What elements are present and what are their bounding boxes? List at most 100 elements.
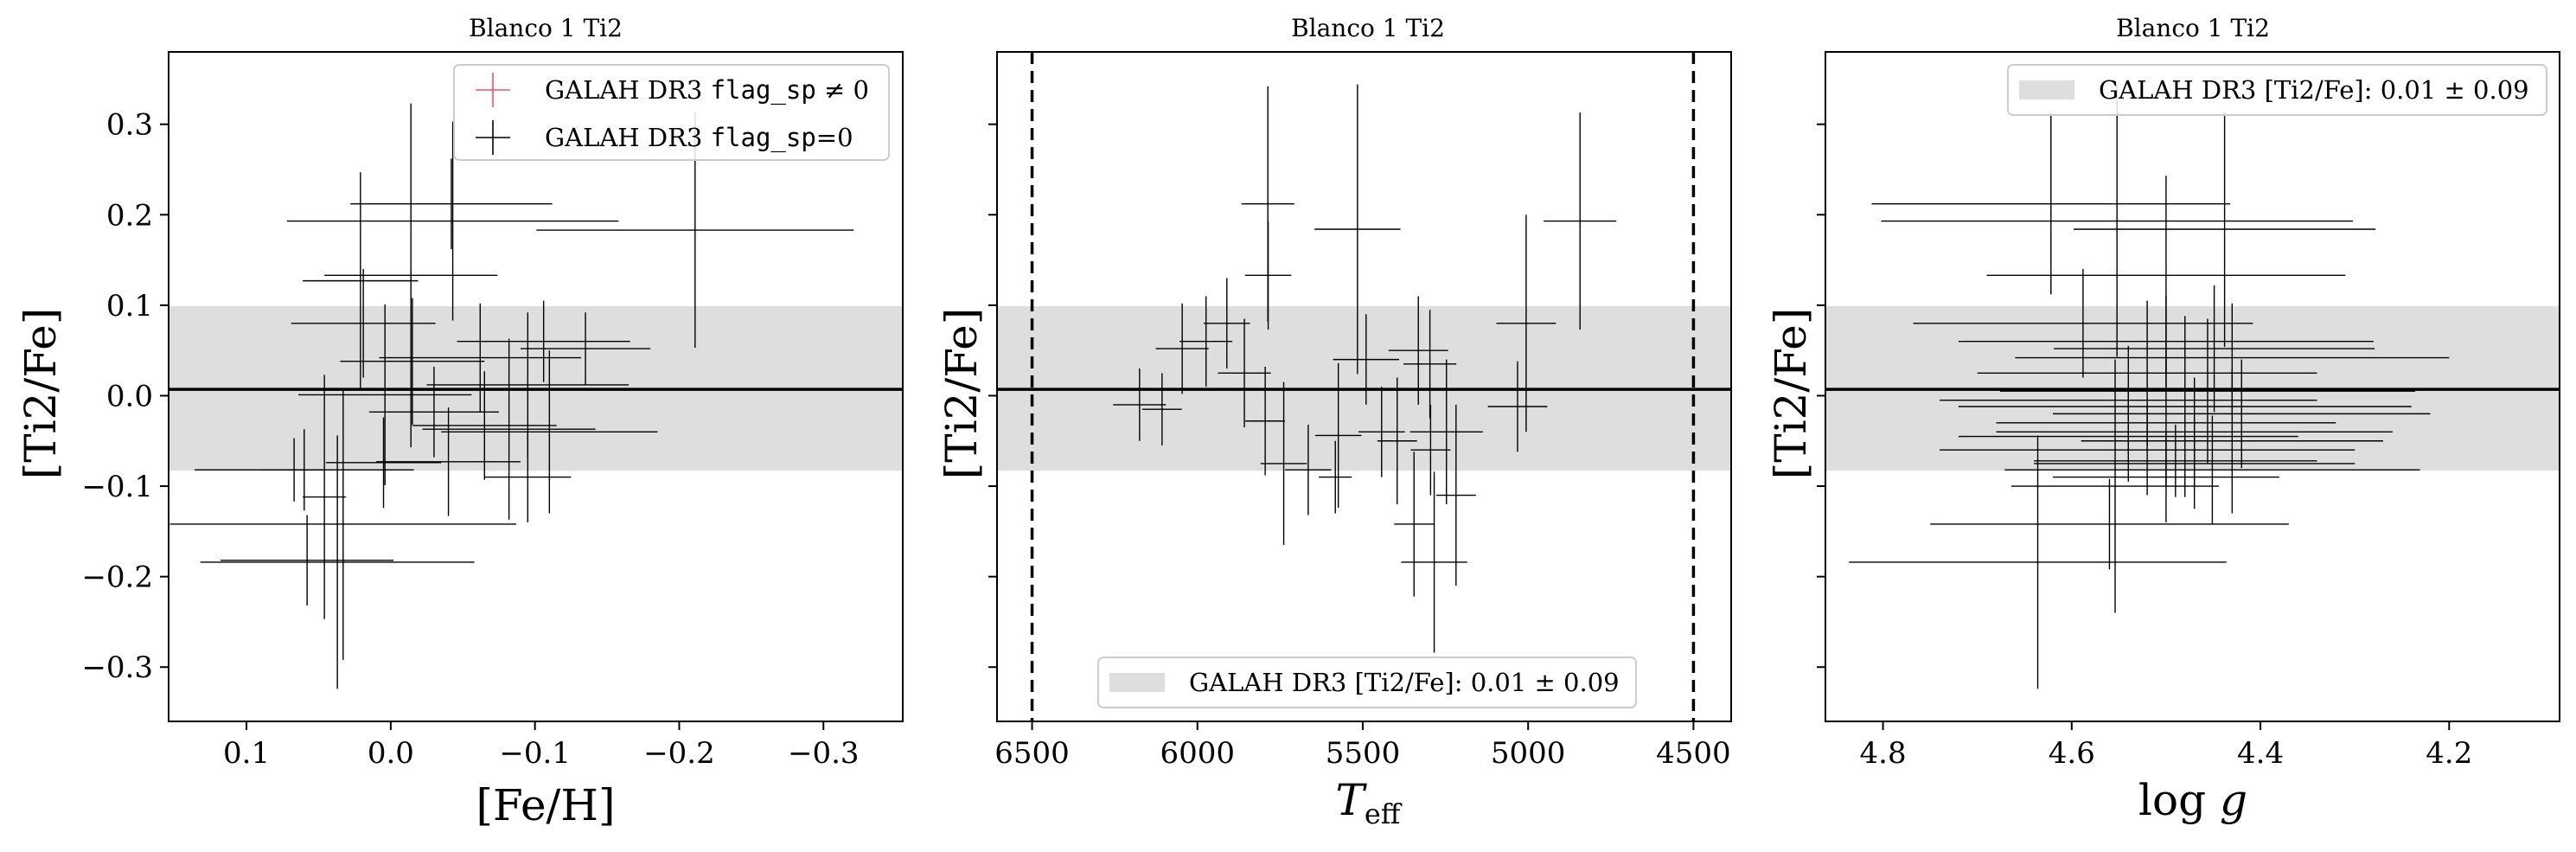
x-tick-label: 4.2	[2426, 736, 2472, 771]
y-tick-label: −0.3	[81, 650, 153, 685]
y-axis-label: [Ti2/Fe]	[1766, 308, 1816, 480]
data-point	[169, 388, 516, 660]
y-tick-label: 0.0	[106, 379, 153, 413]
x-tick-label: 5500	[1326, 736, 1401, 771]
x-tick-label: −0.1	[499, 736, 571, 771]
data-point	[1999, 318, 2416, 464]
data-point	[340, 298, 485, 425]
data-point	[1930, 478, 2289, 570]
y-axis-label: [Ti2/Fe]	[16, 308, 66, 480]
data-point	[1394, 452, 1435, 597]
data-point	[221, 515, 394, 606]
data-point	[1958, 391, 2298, 482]
legend: GALAH DR3 [Ti2/Fe]: 0.01 ± 0.09	[2007, 64, 2547, 116]
data-point	[1179, 296, 1233, 387]
legend-marker-cross	[476, 73, 510, 107]
data-point	[286, 121, 619, 321]
data-point	[1260, 381, 1307, 546]
data-point	[1409, 359, 1483, 504]
plot-area	[169, 103, 903, 689]
data-point	[1435, 404, 1476, 586]
panel-title: Blanco 1 Ti2	[1291, 14, 1445, 42]
x-axis-label: [Fe/H]	[476, 780, 615, 830]
legend-label: GALAH DR3 flag_sp=0	[545, 123, 853, 153]
data-point	[1141, 373, 1182, 445]
x-tick-label: −0.3	[788, 736, 860, 771]
data-point	[520, 312, 651, 385]
data-point	[1881, 85, 2354, 357]
panel-title: Blanco 1 Ti2	[2116, 14, 2270, 42]
plot-area	[997, 52, 1731, 721]
panel-feh: Blanco 1 Ti2 [Fe/H] [Ti2/Fe] 0.1 0.0 −0.1 −…	[16, 14, 904, 830]
y-tick-label: 0.1	[106, 289, 153, 324]
data-point	[1410, 404, 1451, 496]
data-point	[1285, 424, 1332, 516]
legend: GALAH DR3 [Ti2/Fe]: 0.01 ± 0.09	[1097, 657, 1637, 708]
x-tick-label: −0.2	[643, 736, 715, 771]
data-point	[2081, 368, 2383, 514]
legend-label-text: GALAH DR3	[545, 123, 711, 152]
data-point	[1314, 362, 1362, 509]
data-point	[1245, 366, 1286, 476]
legend-marker-patch	[1109, 673, 1165, 692]
x-axis-label: Teff	[1335, 775, 1402, 830]
y-tick-label: 0.3	[106, 108, 153, 143]
data-point	[1388, 296, 1448, 405]
data-point	[484, 432, 572, 522]
y-axis-label: [Ti2/Fe]	[936, 308, 987, 480]
data-point	[2004, 415, 2420, 524]
data-point	[1913, 269, 2253, 378]
data-point	[1204, 278, 1250, 369]
legend-marker-cross	[476, 120, 510, 155]
data-point	[422, 338, 596, 520]
legend-label: GALAH DR3 [Ti2/Fe]: 0.01 ± 0.09	[1189, 668, 1620, 697]
data-point	[1113, 368, 1167, 441]
data-point	[1218, 318, 1271, 428]
legend-marker-patch	[2019, 80, 2074, 99]
data-point	[1487, 361, 1548, 452]
x-tick-label: 5000	[1491, 736, 1566, 771]
legend-label-text: GALAH DR3 [Ti2/Fe]: 0.01 ± 0.09	[2099, 75, 2529, 105]
data-point	[1496, 215, 1556, 432]
legend-label-text: GALAH DR3 [Ti2/Fe]: 0.01 ± 0.09	[1189, 668, 1620, 697]
data-point	[262, 438, 326, 502]
data-point	[1403, 310, 1457, 419]
legend-label-mono: flag_sp	[711, 75, 816, 106]
data-point	[2010, 359, 2220, 613]
data-point	[1849, 435, 2227, 689]
y-tick-label: −0.2	[81, 561, 153, 595]
legend-label-text: GALAH DR3	[545, 75, 711, 105]
legend-box	[453, 64, 890, 161]
legend-label: GALAH DR3 [Ti2/Fe]: 0.01 ± 0.09	[2099, 75, 2529, 105]
x-tick-label: 0.1	[223, 736, 270, 771]
x-axis-label: log g	[2138, 775, 2247, 825]
data-point	[298, 304, 472, 486]
x-tick-label: 4.8	[1860, 736, 1907, 771]
data-point	[2034, 424, 2317, 497]
data-point	[1155, 303, 1209, 394]
plot-frame	[1825, 51, 2560, 722]
data-point	[2034, 418, 2355, 509]
data-point	[291, 269, 436, 378]
data-point	[1319, 440, 1352, 514]
data-point	[1958, 316, 2412, 497]
data-point	[376, 407, 521, 516]
data-point	[200, 435, 475, 689]
panel-title: Blanco 1 Ti2	[469, 14, 623, 42]
legend-box	[1097, 657, 1637, 708]
data-point	[1377, 377, 1417, 504]
legend-label-mono: flag_sp	[711, 123, 816, 153]
panel-logg: Blanco 1 Ti2 log g [Ti2/Fe] 4.8 4.6 4.4 4.2…	[1766, 14, 2560, 825]
x-tick-label: 6000	[1160, 736, 1235, 771]
panel-teff: Blanco 1 Ti2 Teff [Ti2/Fe] 6500 6000 5500 5…	[936, 14, 1732, 830]
legend-label-suffix: =0	[816, 123, 853, 152]
data-point	[303, 375, 347, 619]
y-tick-label: 0.2	[106, 198, 153, 233]
data-point	[2052, 432, 2279, 522]
data-point	[368, 366, 499, 458]
x-tick-label: 4.4	[2237, 736, 2284, 771]
data-point	[350, 158, 553, 250]
